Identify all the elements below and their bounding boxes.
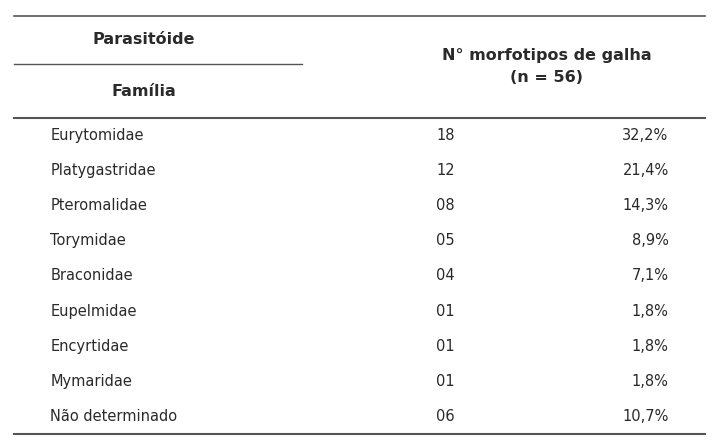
Text: 04: 04 — [436, 269, 455, 283]
Text: Braconidae: Braconidae — [50, 269, 133, 283]
Text: Torymidae: Torymidae — [50, 233, 126, 248]
Text: 1,8%: 1,8% — [632, 339, 669, 354]
Text: 8,9%: 8,9% — [632, 233, 669, 248]
Text: Eupelmidae: Eupelmidae — [50, 304, 137, 319]
Text: 10,7%: 10,7% — [623, 409, 669, 424]
Text: 01: 01 — [436, 304, 455, 319]
Text: Platygastridae: Platygastridae — [50, 163, 156, 178]
Text: 08: 08 — [436, 198, 455, 213]
Text: Eurytomidae: Eurytomidae — [50, 128, 144, 143]
Text: 01: 01 — [436, 339, 455, 354]
Text: 21,4%: 21,4% — [623, 163, 669, 178]
Text: Família: Família — [111, 83, 176, 99]
Text: 12: 12 — [436, 163, 455, 178]
Text: N° morfotipos de galha
(n = 56): N° morfotipos de galha (n = 56) — [441, 48, 651, 85]
Text: 32,2%: 32,2% — [623, 128, 669, 143]
Text: 1,8%: 1,8% — [632, 304, 669, 319]
Text: 7,1%: 7,1% — [632, 269, 669, 283]
Text: Parasitóide: Parasitóide — [93, 32, 195, 48]
Text: 01: 01 — [436, 374, 455, 389]
Text: 05: 05 — [436, 233, 455, 248]
Text: Pteromalidae: Pteromalidae — [50, 198, 147, 213]
Text: 18: 18 — [436, 128, 455, 143]
Text: 06: 06 — [436, 409, 455, 424]
Text: 14,3%: 14,3% — [623, 198, 669, 213]
Text: Encyrtidae: Encyrtidae — [50, 339, 129, 354]
Text: 1,8%: 1,8% — [632, 374, 669, 389]
Text: Mymaridae: Mymaridae — [50, 374, 132, 389]
Text: Não determinado: Não determinado — [50, 409, 178, 424]
